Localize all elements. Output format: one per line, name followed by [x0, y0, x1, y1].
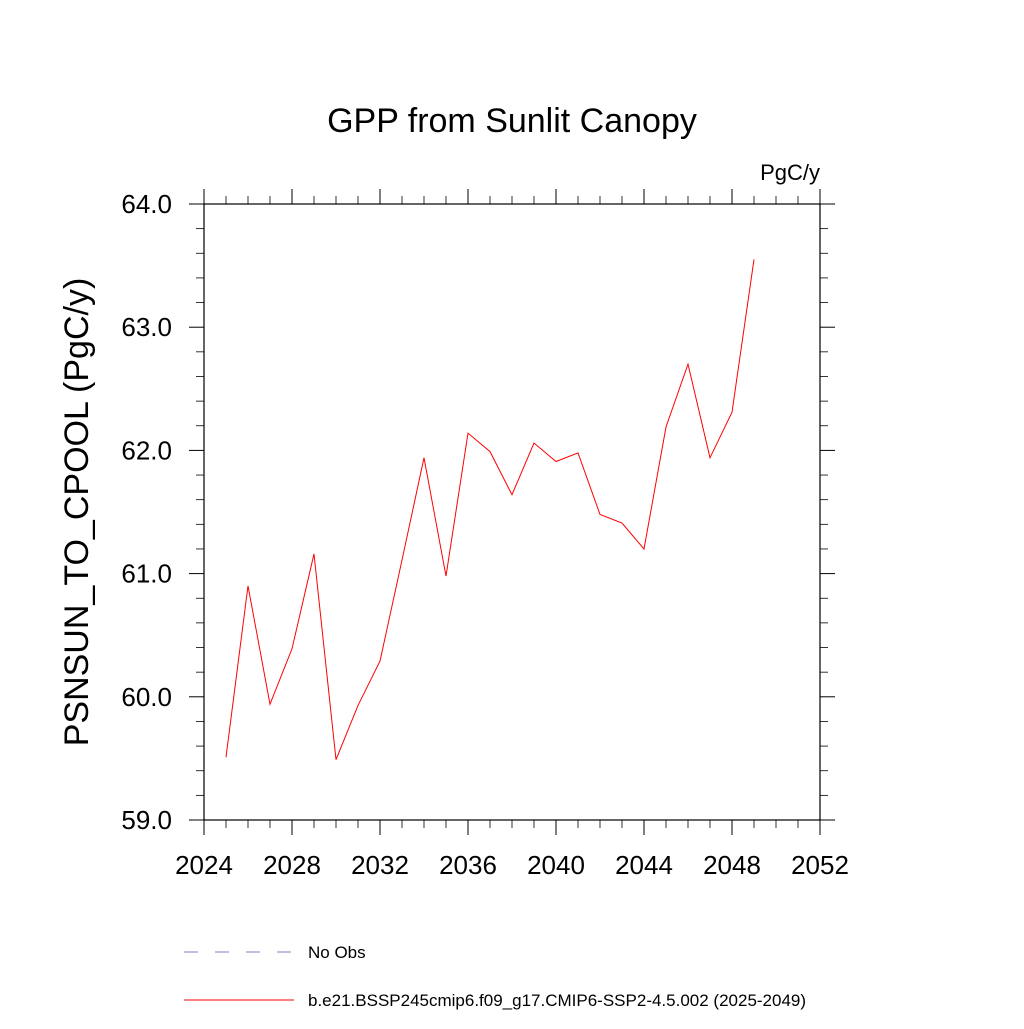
- y-tick-label: 60.0: [121, 682, 172, 712]
- axis-ticks: [189, 189, 835, 835]
- x-tick-label: 2052: [791, 850, 849, 880]
- x-tick-label: 2048: [703, 850, 761, 880]
- y-axis-label: PSNSUN_TO_CPOOL (PgC/y): [58, 278, 96, 747]
- x-tick-label: 2036: [439, 850, 497, 880]
- axis-tick-labels: 2024 2028 2032 2036 2040 2044 2048 2052 59.0 60.0…: [121, 189, 849, 880]
- y-tick-label: 64.0: [121, 189, 172, 219]
- units-label: PgC/y: [760, 160, 820, 185]
- x-tick-label: 2032: [351, 850, 409, 880]
- y-tick-label: 59.0: [121, 805, 172, 835]
- legend-label-no-obs: No Obs: [308, 943, 366, 962]
- y-tick-label: 62.0: [121, 435, 172, 465]
- chart-title: GPP from Sunlit Canopy: [327, 102, 697, 140]
- series-line-0: [225, 259, 755, 760]
- x-tick-label: 2028: [263, 850, 321, 880]
- x-tick-label: 2024: [175, 850, 233, 880]
- series-group: [225, 259, 755, 760]
- plot-frame: [203, 203, 821, 821]
- x-tick-label: 2044: [615, 850, 673, 880]
- y-tick-label: 61.0: [121, 559, 172, 589]
- y-tick-label: 63.0: [121, 312, 172, 342]
- legend: No Obs b.e21.BSSP245cmip6.f09_g17.CMIP6-…: [184, 943, 806, 1010]
- legend-label-series: b.e21.BSSP245cmip6.f09_g17.CMIP6-SSP2-4.…: [308, 991, 806, 1010]
- x-tick-label: 2040: [527, 850, 585, 880]
